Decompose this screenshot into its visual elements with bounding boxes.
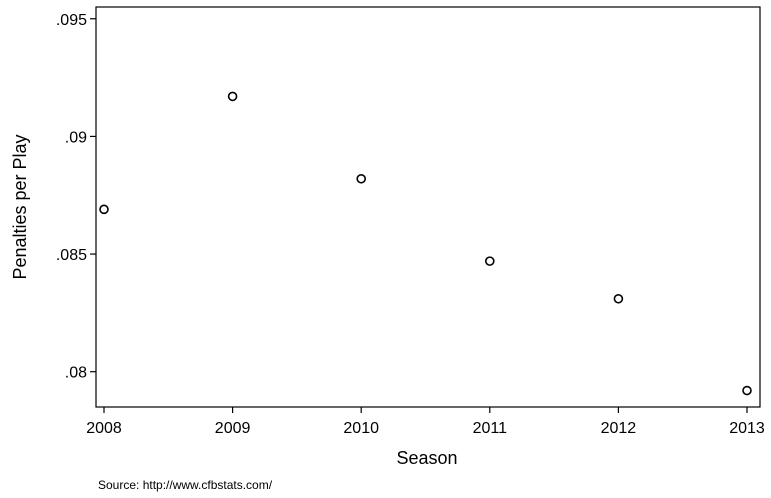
data-point: [356, 173, 367, 184]
data-point: [227, 91, 238, 102]
y-tick-label: .095: [56, 12, 87, 29]
data-point: [742, 385, 752, 396]
data-points: [99, 91, 752, 396]
data-point: [99, 204, 109, 215]
plot-frame: [95, 6, 761, 408]
source-note: Source: http://www.cfbstats.com/: [98, 478, 273, 492]
x-tick-label: 2010: [343, 420, 379, 437]
x-axis-title: Season: [396, 448, 457, 468]
y-tick-label: .09: [65, 129, 87, 146]
y-tick-label: .08: [65, 365, 87, 382]
data-point: [613, 293, 624, 304]
y-axis: .08 .085 .09 .095: [56, 12, 96, 382]
x-tick-label: 2013: [729, 420, 765, 437]
data-point: [484, 256, 495, 266]
x-tick-label: 2011: [473, 420, 508, 437]
x-axis: 2008 2009 2010 2011 2012 2013: [86, 407, 765, 437]
y-axis-title: Penalties per Play: [10, 134, 30, 279]
x-tick-label: 2008: [86, 420, 122, 437]
x-tick-label: 2009: [215, 420, 251, 437]
y-tick-label: .085: [56, 247, 87, 264]
x-tick-label: 2012: [601, 420, 637, 437]
